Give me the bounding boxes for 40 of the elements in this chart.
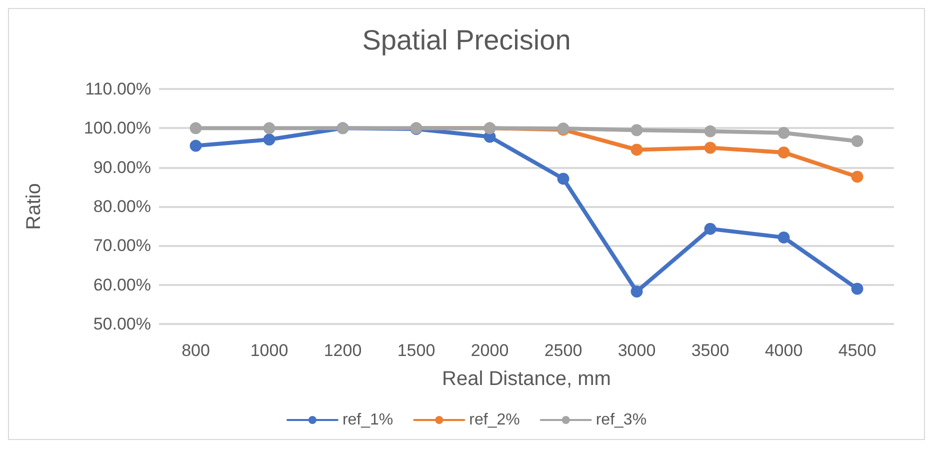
y-tick-label: 90.00% [93, 158, 151, 177]
x-tick-label: 2000 [470, 341, 509, 360]
y-tick-label: 50.00% [93, 314, 151, 334]
chart-title: Spatial Precision [362, 24, 571, 56]
point [557, 172, 570, 185]
x-tick-label: 4500 [838, 341, 876, 360]
point [778, 126, 790, 139]
point [778, 231, 790, 244]
point [851, 135, 864, 148]
point [704, 222, 716, 235]
point [778, 146, 790, 158]
x-tick-label: 1500 [397, 341, 436, 360]
point [190, 140, 202, 152]
y-axis-title: Ratio [23, 183, 45, 230]
x-tick-label: 1000 [250, 341, 288, 360]
x-tick-label: 3500 [691, 341, 730, 360]
point [630, 144, 643, 156]
point [190, 122, 202, 134]
x-tick-label: 4000 [764, 341, 803, 360]
legend-label: ref_1% [342, 412, 394, 428]
legend-label: ref_3% [596, 412, 647, 428]
x-tick-label: 800 [182, 341, 210, 360]
point [851, 282, 864, 295]
point [704, 125, 716, 138]
x-tick-label: 2500 [544, 341, 582, 360]
x-tick-label: 1200 [324, 341, 362, 360]
point [851, 170, 864, 183]
point [704, 142, 716, 154]
point [630, 285, 643, 298]
y-tick-label: 70.00% [93, 236, 151, 256]
point [630, 124, 643, 136]
y-tick-label: 110.00% [85, 80, 151, 98]
x-tick-label: 3000 [618, 341, 656, 360]
y-tick-label: 80.00% [93, 197, 151, 216]
y-tick-label: 100.00% [84, 118, 151, 138]
point [263, 122, 276, 134]
x-axis-title: Real Distance, mm [442, 368, 611, 390]
y-tick-label: 60.00% [93, 275, 151, 294]
legend-label: ref_2% [469, 412, 520, 428]
point [263, 134, 276, 146]
